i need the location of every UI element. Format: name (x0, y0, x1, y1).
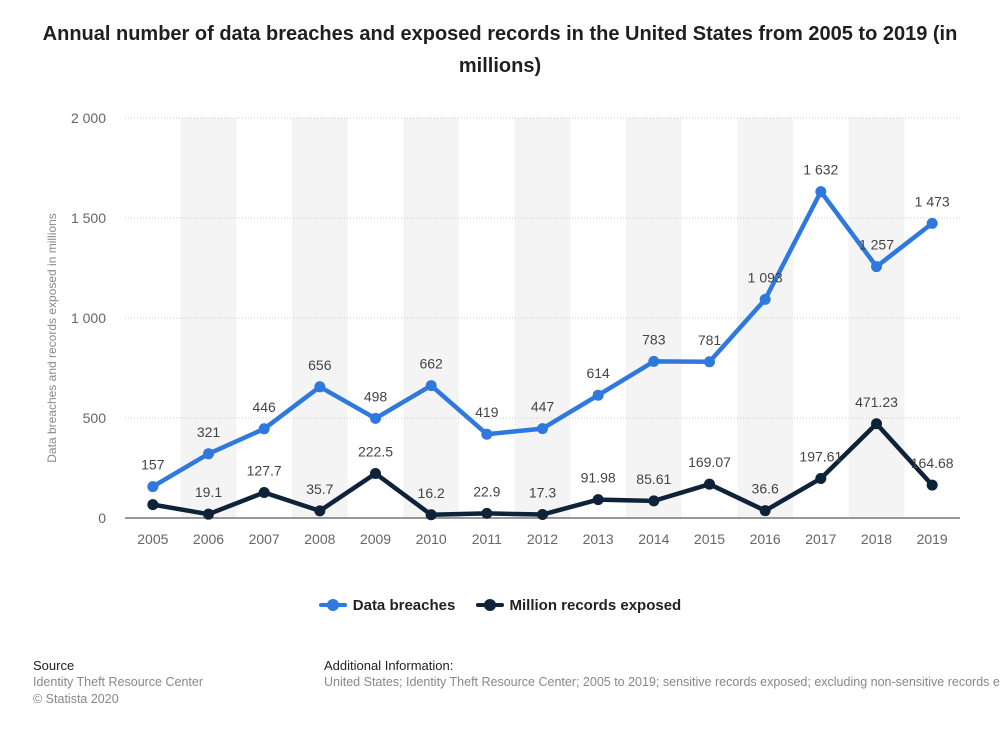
data-point-breaches (481, 428, 493, 440)
data-label-breaches: 157 (141, 457, 165, 473)
data-label-records: 35.7 (306, 481, 333, 497)
data-point-breaches (314, 381, 326, 393)
x-tick-label: 2006 (193, 531, 224, 547)
data-label-breaches: 783 (642, 331, 666, 347)
chart-legend: Data breaches Million records exposed (0, 594, 1000, 614)
data-point-records (314, 505, 326, 517)
data-label-breaches: 1 093 (748, 269, 783, 285)
data-label-records: 19.1 (195, 484, 222, 500)
data-point-breaches (425, 380, 437, 392)
legend-item-records[interactable]: Million records exposed (475, 596, 682, 614)
data-point-records (425, 509, 437, 521)
x-tick-label: 2008 (304, 531, 335, 547)
data-label-records: 197.61 (799, 448, 842, 464)
y-tick-label: 2 000 (71, 110, 106, 126)
data-point-records (926, 479, 938, 491)
data-point-breaches (648, 355, 660, 367)
y-tick-label: 1 000 (71, 310, 106, 326)
data-label-breaches: 662 (419, 356, 443, 372)
data-point-breaches (704, 356, 715, 368)
x-tick-label: 2017 (805, 531, 836, 547)
x-tick-label: 2013 (583, 531, 614, 547)
copyright: © Statista 2020 (33, 692, 119, 706)
source-name: Identity Theft Resource Center (33, 675, 203, 689)
legend-label-records: Million records exposed (509, 596, 682, 614)
data-label-records: 169.07 (688, 454, 731, 470)
chart-title: Annual number of data breaches and expos… (42, 23, 958, 77)
x-tick-label: 2009 (360, 531, 391, 547)
data-point-records (592, 494, 604, 506)
column-band (292, 118, 348, 518)
x-tick-label: 2014 (638, 531, 669, 547)
y-tick-label: 500 (83, 410, 107, 426)
data-point-breaches (370, 412, 381, 424)
data-label-records: 222.5 (358, 444, 393, 460)
data-label-breaches: 656 (308, 357, 332, 373)
data-point-breaches (926, 217, 938, 229)
data-point-records (815, 472, 827, 484)
y-tick-label: 0 (98, 510, 106, 526)
data-label-records: 471.23 (855, 394, 898, 410)
data-label-records: 17.3 (529, 485, 556, 501)
data-point-records (704, 478, 715, 490)
data-label-records: 36.6 (752, 481, 779, 497)
data-point-breaches (759, 293, 771, 305)
legend-swatch-records (475, 599, 504, 611)
y-axis-title: Data breaches and records exposed in mil… (45, 213, 59, 462)
x-tick-label: 2011 (472, 531, 502, 547)
x-tick-label: 2016 (750, 531, 781, 547)
additional-info-heading: Additional Information: (324, 658, 454, 673)
x-tick-label: 2019 (917, 531, 948, 547)
data-point-breaches (871, 261, 882, 273)
additional-info-block: Additional Information: United States; I… (324, 657, 1000, 691)
data-label-breaches: 1 473 (915, 193, 950, 209)
legend-swatch-breaches (318, 599, 347, 611)
data-point-records (370, 468, 381, 479)
data-label-breaches: 1 632 (803, 162, 838, 178)
data-label-breaches: 498 (364, 388, 388, 404)
data-point-records (481, 507, 493, 519)
data-label-breaches: 446 (252, 399, 276, 415)
x-tick-label: 2010 (416, 531, 447, 547)
x-tick-label: 2015 (694, 531, 725, 547)
data-label-records: 164.68 (911, 455, 954, 471)
data-label-records: 127.7 (247, 462, 282, 478)
x-tick-label: 2005 (137, 531, 168, 547)
data-label-breaches: 447 (531, 399, 555, 415)
source-block: Source Identity Theft Resource Center © … (33, 657, 203, 708)
legend-item-breaches[interactable]: Data breaches (318, 596, 456, 614)
data-label-records: 91.98 (581, 470, 616, 486)
data-label-records: 22.9 (473, 483, 500, 499)
data-point-breaches (258, 423, 270, 435)
x-tick-label: 2018 (861, 531, 892, 547)
data-point-records (648, 495, 660, 507)
data-point-records (147, 499, 159, 511)
additional-info-text: United States; Identity Theft Resource C… (324, 675, 1000, 689)
data-label-breaches: 321 (197, 424, 221, 440)
y-tick-label: 1 500 (71, 210, 106, 226)
x-tick-label: 2012 (527, 531, 558, 547)
data-label-breaches: 419 (475, 404, 499, 420)
data-point-breaches (815, 186, 827, 198)
data-label-breaches: 1 257 (859, 237, 894, 253)
data-point-breaches (203, 448, 214, 460)
data-point-records (871, 418, 882, 430)
data-point-records (203, 508, 214, 520)
x-tick-label: 2007 (249, 531, 280, 547)
data-point-breaches (537, 423, 548, 435)
data-point-records (537, 509, 548, 521)
data-label-breaches: 781 (698, 332, 722, 348)
data-label-breaches: 614 (586, 365, 610, 381)
data-point-breaches (147, 481, 159, 493)
source-heading: Source (33, 658, 75, 673)
legend-label-breaches: Data breaches (352, 596, 456, 614)
data-label-records: 85.61 (636, 471, 671, 487)
data-point-breaches (592, 389, 604, 401)
data-point-records (759, 505, 771, 517)
data-point-records (258, 486, 270, 498)
data-label-records: 16.2 (418, 485, 445, 501)
